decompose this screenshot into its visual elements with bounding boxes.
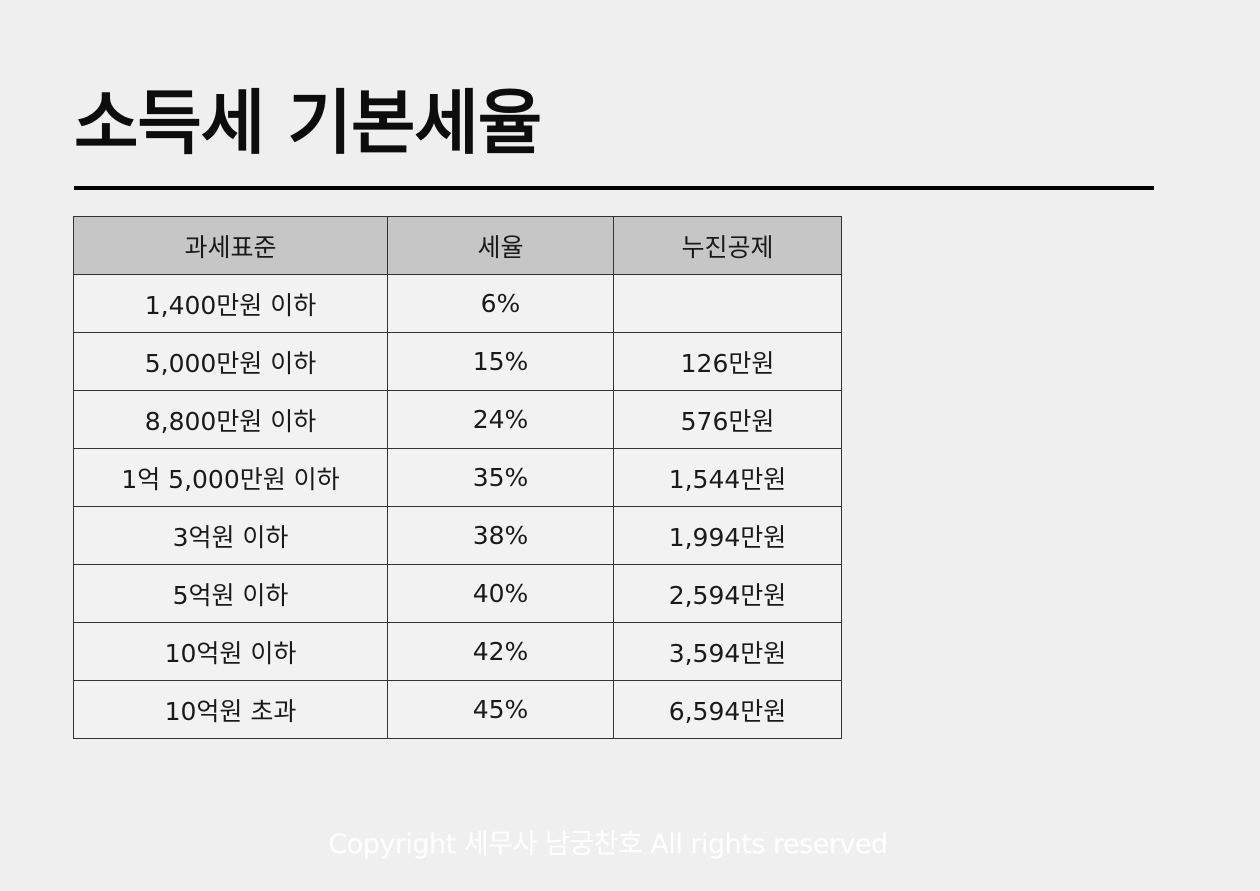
tax-base-cell: 10억원 이하 — [73, 622, 388, 681]
tax-rate-cell: 42% — [387, 622, 614, 681]
table-row: 1억 5,000만원 이하 35% 1,544만원 — [73, 448, 842, 507]
table-row: 1,400만원 이하 6% — [73, 274, 842, 333]
tax-base-cell: 3억원 이하 — [73, 506, 388, 565]
deduction-cell: 1,544만원 — [613, 448, 842, 507]
deduction-cell: 3,594만원 — [613, 622, 842, 681]
table-row: 3억원 이하 38% 1,994만원 — [73, 506, 842, 565]
tax-rate-cell: 15% — [387, 332, 614, 391]
table-row: 10억원 초과 45% 6,594만원 — [73, 680, 842, 739]
table-row: 5억원 이하 40% 2,594만원 — [73, 564, 842, 623]
header-progressive-deduction: 누진공제 — [613, 216, 842, 275]
tax-base-cell: 5억원 이하 — [73, 564, 388, 623]
table-row: 5,000만원 이하 15% 126만원 — [73, 332, 842, 391]
tax-rate-cell: 35% — [387, 448, 614, 507]
tax-base-cell: 10억원 초과 — [73, 680, 388, 739]
page-title: 소득세 기본세율 — [74, 82, 542, 164]
deduction-cell: 6,594만원 — [613, 680, 842, 739]
tax-rate-cell: 6% — [387, 274, 614, 333]
tax-base-cell: 8,800만원 이하 — [73, 390, 388, 449]
copyright-footer: Copyright 세무사 남궁찬호 All rights reserved — [328, 829, 888, 860]
tax-rate-cell: 40% — [387, 564, 614, 623]
header-tax-base: 과세표준 — [73, 216, 388, 275]
table-row: 10억원 이하 42% 3,594만원 — [73, 622, 842, 681]
tax-base-cell: 1,400만원 이하 — [73, 274, 388, 333]
header-tax-rate: 세율 — [387, 216, 614, 275]
table-header-row: 과세표준 세율 누진공제 — [73, 216, 842, 275]
tax-base-cell: 5,000만원 이하 — [73, 332, 388, 391]
deduction-cell: 2,594만원 — [613, 564, 842, 623]
title-divider — [74, 186, 1154, 190]
deduction-cell — [613, 274, 842, 333]
deduction-cell: 576만원 — [613, 390, 842, 449]
table-row: 8,800만원 이하 24% 576만원 — [73, 390, 842, 449]
tax-rate-cell: 24% — [387, 390, 614, 449]
deduction-cell: 1,994만원 — [613, 506, 842, 565]
tax-rate-table: 과세표준 세율 누진공제 1,400만원 이하 6% 5,000만원 이하 15… — [73, 216, 842, 739]
tax-base-cell: 1억 5,000만원 이하 — [73, 448, 388, 507]
tax-rate-cell: 45% — [387, 680, 614, 739]
deduction-cell: 126만원 — [613, 332, 842, 391]
tax-rate-cell: 38% — [387, 506, 614, 565]
